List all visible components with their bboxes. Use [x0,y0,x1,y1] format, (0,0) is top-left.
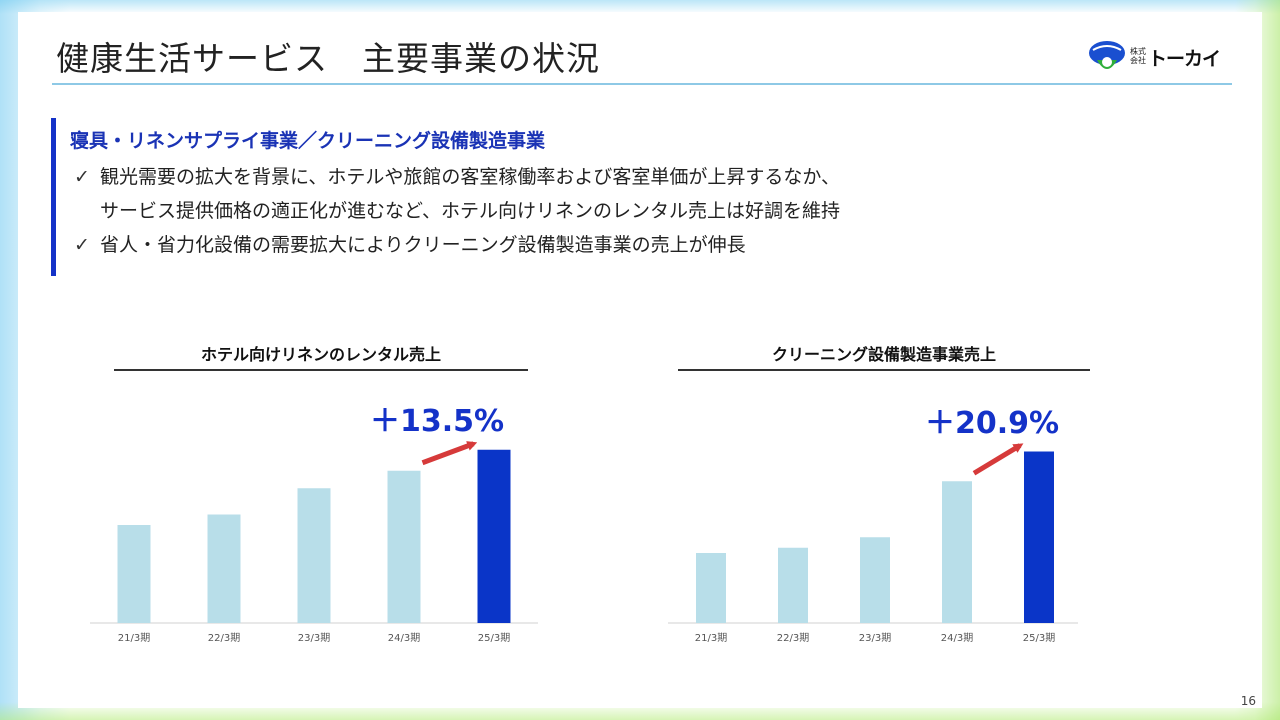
x-tick-label: 22/3期 [208,632,240,644]
chart-2-title-rule [678,369,1090,371]
chart-2-plot: 21/3期 22/3期 23/3期 24/3期 25/3期 [668,443,1078,644]
growth-arrow [421,441,478,466]
bullet-text: 省人・省力化設備の需要拡大によりクリーニング設備製造事業の売上が伸長 [100,234,746,256]
x-tick-label: 21/3期 [118,632,150,644]
check-icon: ✓ [74,166,90,188]
logo-text: トーカイ [1148,48,1221,70]
bar-22-3期 [207,514,241,623]
title-divider [52,83,1232,85]
logo-small-line-2: 会社 [1130,56,1146,65]
bullet-item-2: ✓ 省人・省力化設備の需要拡大によりクリーニング設備製造事業の売上が伸長 [74,230,746,260]
page-number: 16 [1240,694,1256,708]
x-tick-label: 21/3期 [695,632,727,644]
company-logo-mark [1089,41,1125,69]
callout-heading: 寝具・リネンサプライ事業／クリーニング設備製造事業 [70,130,546,152]
logo-small-line-1: 株式 [1130,47,1146,56]
x-tick-label: 25/3期 [478,632,510,644]
bullet-item-1: ✓ 観光需要の拡大を背景に、ホテルや旅館の客室稼働率および客室単価が上昇するなか、 [74,162,840,192]
chart-2-title: クリーニング設備製造事業売上 [771,345,996,364]
bullet-text: 観光需要の拡大を背景に、ホテルや旅館の客室稼働率および客室単価が上昇するなか、 [100,166,841,188]
x-tick-label: 23/3期 [298,632,330,644]
logo-small-text: 株式 会社 [1130,47,1146,65]
bar-22-3期 [778,547,808,623]
bar-24-3期 [942,481,972,623]
x-tick-label: 23/3期 [859,632,891,644]
bar-21-3期 [696,553,726,623]
x-tick-label: 25/3期 [1023,632,1055,644]
bar-23-3期 [860,537,890,623]
bullet-item-1-continuation: サービス提供価格の適正化が進むなど、ホテル向けリネンのレンタル売上は好調を維持 [100,200,841,222]
chart-1-plot: 21/3期 22/3期 23/3期 24/3期 25/3期 [90,441,538,644]
bar-25-3期 [1024,451,1054,623]
x-tick-label: 24/3期 [388,632,420,644]
chart-1-title: ホテル向けリネンのレンタル売上 [200,345,441,364]
bar-24-3期 [387,470,421,623]
x-tick-label: 22/3期 [777,632,809,644]
x-tick-label: 24/3期 [941,632,973,644]
bar-23-3期 [297,488,331,623]
check-icon: ✓ [74,234,90,256]
chart-2-growth-label: ＋20.9% [925,406,1060,441]
chart-1-title-rule [114,369,528,371]
growth-arrow [972,443,1024,476]
page-title: 健康生活サービス 主要事業の状況 [56,39,600,78]
chart-1-growth-label: ＋13.5% [370,404,505,439]
bar-21-3期 [117,525,151,623]
bar-25-3期 [477,449,511,623]
callout-accent-bar [51,118,56,276]
